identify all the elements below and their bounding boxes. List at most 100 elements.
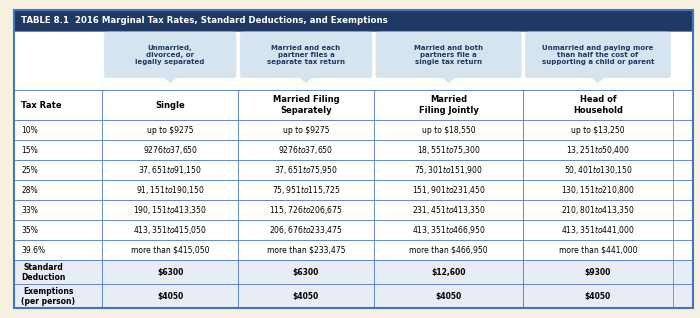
Bar bbox=[14, 120, 102, 140]
Bar bbox=[238, 220, 374, 240]
Bar bbox=[374, 284, 524, 308]
Text: $91,151 to $190,150: $91,151 to $190,150 bbox=[136, 184, 204, 196]
Bar bbox=[374, 240, 524, 260]
Text: $37,651 to $91,150: $37,651 to $91,150 bbox=[138, 164, 202, 176]
Bar bbox=[524, 140, 673, 160]
Bar bbox=[102, 120, 238, 140]
Bar bbox=[14, 200, 102, 220]
Text: Exemptions
(per person): Exemptions (per person) bbox=[21, 287, 75, 306]
Bar bbox=[102, 180, 238, 200]
Bar bbox=[238, 200, 374, 220]
Bar bbox=[102, 284, 238, 308]
Bar bbox=[14, 284, 102, 308]
Bar bbox=[374, 90, 524, 120]
Text: $4050: $4050 bbox=[435, 292, 462, 301]
Bar bbox=[102, 240, 238, 260]
Bar bbox=[14, 200, 693, 220]
Text: $413,351 to $441,000: $413,351 to $441,000 bbox=[561, 225, 635, 236]
Text: $6300: $6300 bbox=[157, 268, 183, 277]
Bar bbox=[14, 140, 102, 160]
Text: 39.6%: 39.6% bbox=[21, 246, 45, 255]
Bar bbox=[14, 240, 102, 260]
Text: $6300: $6300 bbox=[293, 268, 319, 277]
Bar bbox=[238, 260, 374, 284]
Bar bbox=[238, 160, 374, 180]
Polygon shape bbox=[440, 76, 457, 83]
Text: Unmarried,
divorced, or
legally separated: Unmarried, divorced, or legally separate… bbox=[136, 45, 205, 65]
Bar bbox=[14, 31, 693, 90]
Text: Unmarried and paying more
than half the cost of
supporting a child or parent: Unmarried and paying more than half the … bbox=[542, 45, 655, 65]
Text: more than $415,050: more than $415,050 bbox=[131, 246, 209, 255]
Text: up to $9275: up to $9275 bbox=[283, 126, 329, 135]
Text: up to $13,250: up to $13,250 bbox=[571, 126, 625, 135]
Bar bbox=[14, 220, 102, 240]
Text: $151,901 to $231,450: $151,901 to $231,450 bbox=[412, 184, 485, 196]
Text: $75,951 to $115,725: $75,951 to $115,725 bbox=[272, 184, 340, 196]
Text: $413,351 to $415,050: $413,351 to $415,050 bbox=[133, 225, 207, 236]
Bar bbox=[524, 240, 673, 260]
Bar bbox=[14, 160, 102, 180]
Text: 15%: 15% bbox=[21, 146, 38, 155]
Text: Married Filing
Separately: Married Filing Separately bbox=[273, 95, 340, 115]
Bar bbox=[374, 200, 524, 220]
Bar bbox=[14, 10, 693, 31]
Text: more than $441,000: more than $441,000 bbox=[559, 246, 637, 255]
Bar bbox=[374, 220, 524, 240]
Text: Head of
Household: Head of Household bbox=[573, 95, 623, 115]
Text: up to $18,550: up to $18,550 bbox=[421, 126, 475, 135]
Text: 25%: 25% bbox=[21, 166, 38, 175]
Text: TABLE 8.1  2016 Marginal Tax Rates, Standard Deductions, and Exemptions: TABLE 8.1 2016 Marginal Tax Rates, Stand… bbox=[21, 16, 388, 25]
Text: $190,151 to $413,350: $190,151 to $413,350 bbox=[133, 204, 207, 216]
Bar bbox=[524, 284, 673, 308]
Bar bbox=[102, 220, 238, 240]
Bar bbox=[14, 284, 693, 308]
Text: $9276 to $37,650: $9276 to $37,650 bbox=[279, 144, 333, 156]
FancyBboxPatch shape bbox=[525, 32, 671, 78]
Text: $4050: $4050 bbox=[157, 292, 183, 301]
FancyBboxPatch shape bbox=[104, 32, 236, 78]
Bar bbox=[238, 120, 374, 140]
Bar bbox=[374, 160, 524, 180]
Text: $37,651 to $75,950: $37,651 to $75,950 bbox=[274, 164, 338, 176]
Bar bbox=[524, 160, 673, 180]
Bar bbox=[14, 120, 693, 140]
Text: $206,676 to $233,475: $206,676 to $233,475 bbox=[270, 225, 343, 236]
Text: $4050: $4050 bbox=[293, 292, 319, 301]
Polygon shape bbox=[298, 76, 314, 83]
Text: more than $466,950: more than $466,950 bbox=[410, 246, 488, 255]
Text: 10%: 10% bbox=[21, 126, 38, 135]
Bar bbox=[14, 220, 693, 240]
Bar bbox=[14, 260, 102, 284]
Text: Tax Rate: Tax Rate bbox=[21, 100, 62, 110]
Text: $4050: $4050 bbox=[584, 292, 611, 301]
Bar bbox=[14, 180, 693, 200]
Bar bbox=[238, 90, 374, 120]
Text: $13,251 to $50,400: $13,251 to $50,400 bbox=[566, 144, 630, 156]
Bar bbox=[102, 260, 238, 284]
Text: $75,301 to $151,900: $75,301 to $151,900 bbox=[414, 164, 483, 176]
Text: Married
Filing Jointly: Married Filing Jointly bbox=[419, 95, 479, 115]
Bar bbox=[102, 140, 238, 160]
Bar bbox=[14, 90, 693, 120]
Bar bbox=[524, 90, 673, 120]
Bar bbox=[14, 260, 693, 284]
FancyBboxPatch shape bbox=[240, 32, 372, 78]
Text: $9300: $9300 bbox=[584, 268, 611, 277]
Bar bbox=[14, 180, 102, 200]
Bar bbox=[238, 284, 374, 308]
Text: $12,600: $12,600 bbox=[431, 268, 466, 277]
Bar bbox=[102, 200, 238, 220]
Text: 35%: 35% bbox=[21, 226, 38, 235]
Bar bbox=[238, 240, 374, 260]
Bar bbox=[14, 90, 102, 120]
FancyBboxPatch shape bbox=[376, 32, 522, 78]
Text: Married and each
partner files a
separate tax return: Married and each partner files a separat… bbox=[267, 45, 345, 65]
Bar bbox=[14, 240, 693, 260]
Text: Standard
Deduction: Standard Deduction bbox=[21, 263, 65, 282]
Text: $413,351 to $466,950: $413,351 to $466,950 bbox=[412, 225, 485, 236]
Bar bbox=[524, 200, 673, 220]
Text: Single: Single bbox=[155, 100, 185, 110]
Text: Married and both
partners file a
single tax return: Married and both partners file a single … bbox=[414, 45, 483, 65]
Text: up to $9275: up to $9275 bbox=[147, 126, 193, 135]
Text: 33%: 33% bbox=[21, 206, 38, 215]
